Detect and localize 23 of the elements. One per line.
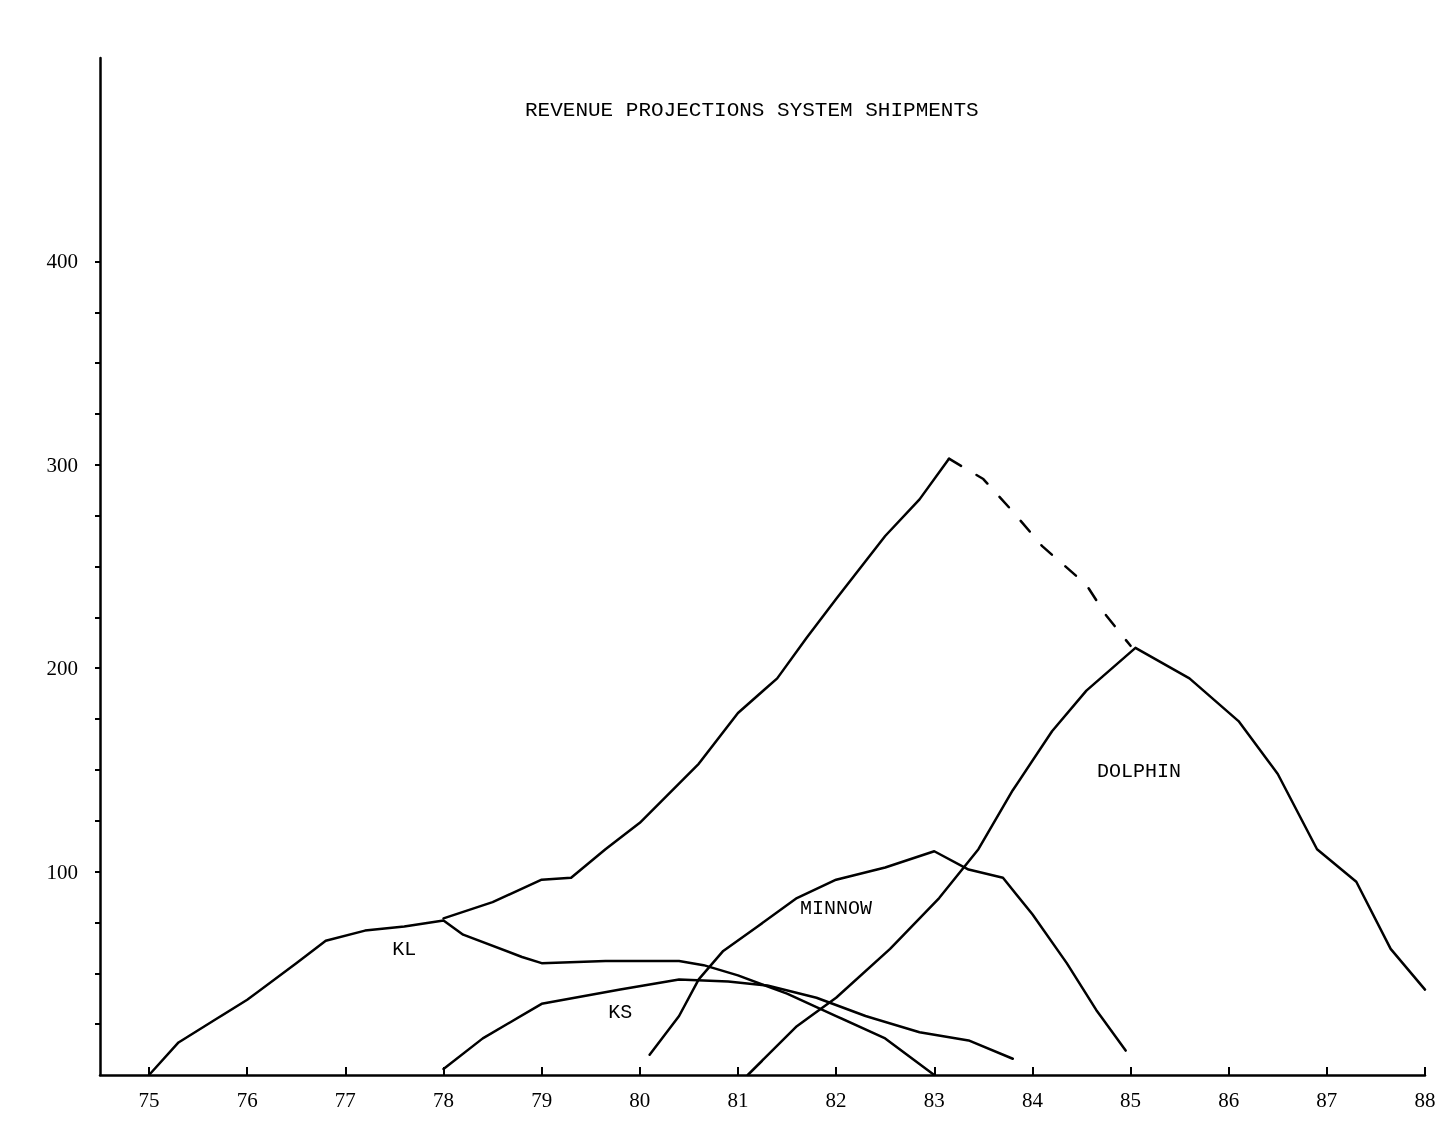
series-label: MINNOW bbox=[800, 897, 873, 921]
text: DOLPHIN bbox=[1097, 759, 1182, 783]
x-tick-label: 86 bbox=[1218, 1087, 1240, 1112]
series-label: KS bbox=[608, 1001, 633, 1025]
y-tick-label: 100 bbox=[46, 859, 78, 884]
y-tick-label: 300 bbox=[46, 452, 78, 477]
x-tick-label: 87 bbox=[1316, 1087, 1338, 1112]
x-tick-label: 82 bbox=[825, 1087, 847, 1112]
x-tick-label: 84 bbox=[1021, 1087, 1044, 1112]
series-label: KL bbox=[392, 938, 417, 962]
x-tick-label: 80 bbox=[629, 1087, 651, 1112]
x-tick-label: 75 bbox=[138, 1087, 160, 1112]
y-tick-label: 200 bbox=[46, 656, 78, 681]
text: REVENUE PROJECTIONS SYSTEM SHIPMENTS bbox=[525, 99, 979, 122]
x-tick-label: 81 bbox=[727, 1087, 749, 1112]
x-tick-label: 88 bbox=[1414, 1087, 1436, 1112]
x-tick-label: 85 bbox=[1120, 1087, 1142, 1112]
x-tick-label: 79 bbox=[531, 1087, 553, 1112]
x-tick-label: 77 bbox=[334, 1087, 356, 1112]
x-tick-label: 78 bbox=[433, 1087, 455, 1112]
y-tick-label: 400 bbox=[46, 249, 78, 274]
x-tick-label: 76 bbox=[236, 1087, 258, 1112]
x-tick-label: 83 bbox=[923, 1087, 945, 1112]
